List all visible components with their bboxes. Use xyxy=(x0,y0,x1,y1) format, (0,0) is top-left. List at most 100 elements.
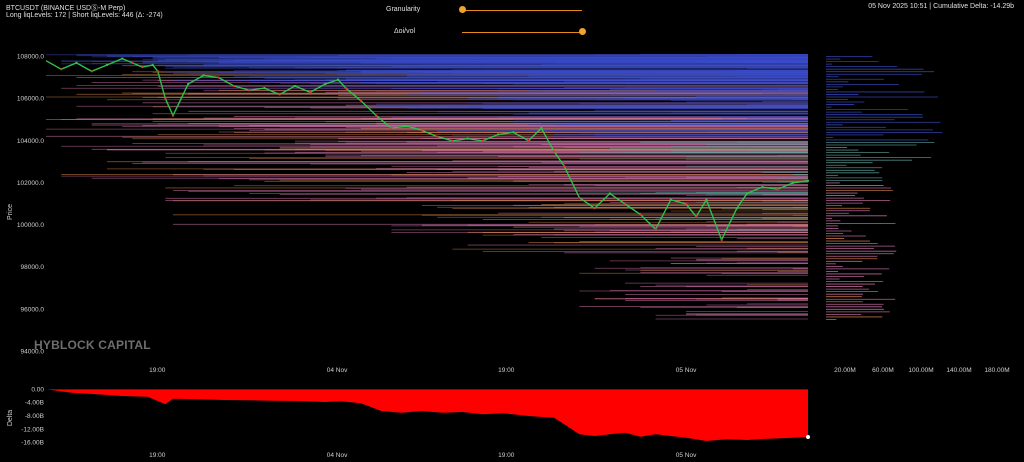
price-x-axis: 19:00 04 Nov 19:00 05 Nov xyxy=(149,367,697,374)
price-tick-label: 102000.0 xyxy=(17,180,44,187)
price-point xyxy=(105,63,109,67)
price-point xyxy=(121,57,124,60)
delta-axis-label: Delta xyxy=(7,410,14,426)
price-axis-label: Price xyxy=(7,204,14,220)
oi-vol-slider-track[interactable] xyxy=(462,32,582,33)
liq-level-lines xyxy=(46,54,808,320)
oi-vol-label: Δoi/vol xyxy=(394,28,416,35)
watermark: HYBLOCK CAPITAL xyxy=(34,338,151,352)
delta-tick-label: -8.00B xyxy=(25,413,44,420)
price-point xyxy=(791,181,794,185)
liq-volume-tick-label: 180.00M xyxy=(984,367,1009,374)
price-point xyxy=(451,139,454,142)
price-point xyxy=(202,74,205,77)
delta-x-tick-label: 04 Nov xyxy=(327,452,348,459)
liq-volume-tick-label: 60.00M xyxy=(872,367,894,374)
delta-tick-label: 0.00 xyxy=(31,386,44,393)
delta-x-axis: 19:00 04 Nov 19:00 05 Nov xyxy=(149,452,697,459)
price-point xyxy=(171,114,175,117)
price-tick-label: 98000.0 xyxy=(21,264,45,271)
price-point xyxy=(375,114,378,117)
price-point xyxy=(552,150,556,153)
price-point xyxy=(623,202,627,206)
price-point xyxy=(263,86,266,90)
price-point xyxy=(745,192,749,195)
delta-area xyxy=(46,389,810,441)
oi-vol-slider-knob[interactable] xyxy=(579,28,586,35)
price-tick-label: 104000.0 xyxy=(17,138,44,145)
liq-volume-x-axis: 20.00M 60.00M 100.00M 140.00M 180.00M xyxy=(834,367,1009,374)
price-series xyxy=(45,57,810,242)
price-point xyxy=(695,215,698,218)
price-x-tick-label: 19:00 xyxy=(498,367,515,374)
price-tick-label: 96000.0 xyxy=(21,306,45,313)
price-point xyxy=(593,207,596,210)
price-point xyxy=(608,192,612,195)
price-point xyxy=(735,207,739,210)
price-point xyxy=(75,61,78,65)
price-point xyxy=(466,137,469,140)
liq-levels-summary: Long liqLevels: 172 | Short liqLevels: 4… xyxy=(6,12,163,19)
price-point xyxy=(278,93,281,96)
liq-volume-tick-label: 140.00M xyxy=(946,367,971,374)
price-point xyxy=(187,82,190,86)
price-point xyxy=(639,213,642,216)
price-point xyxy=(336,78,340,81)
price-point xyxy=(776,188,779,191)
price-point xyxy=(761,185,764,189)
granularity-label: Granularity xyxy=(386,6,421,13)
price-point xyxy=(60,67,63,71)
price-point xyxy=(527,139,530,142)
price-y-axis: 108000.0 106000.0 104000.0 102000.0 100000.0… xyxy=(17,54,45,356)
price-point xyxy=(324,82,327,86)
delta-fill xyxy=(46,389,808,441)
price-line xyxy=(45,57,809,242)
delta-tick-label: -4.00B xyxy=(25,400,44,407)
price-tick-label: 100000.0 xyxy=(17,222,44,229)
price-point xyxy=(131,61,134,65)
price-point xyxy=(420,129,424,132)
datetime-cumulative-delta: 05 Nov 2025 10:51 | Cumulative Delta: -1… xyxy=(868,3,1014,10)
price-point xyxy=(248,89,251,92)
price-point xyxy=(405,124,408,128)
price-point xyxy=(156,70,159,73)
price-x-tick-label: 05 Nov xyxy=(676,367,697,374)
price-tick-label: 108000.0 xyxy=(17,54,44,61)
price-point xyxy=(654,228,657,231)
price-x-tick-label: 19:00 xyxy=(149,367,166,374)
granularity-slider-knob[interactable] xyxy=(459,6,466,13)
price-x-tick-label: 04 Nov xyxy=(327,367,348,374)
price-point xyxy=(720,238,723,242)
delta-tick-label: -16.00B xyxy=(21,440,44,447)
granularity-slider-track[interactable] xyxy=(462,10,582,11)
price-point xyxy=(562,164,566,168)
price-point xyxy=(217,76,220,79)
price-point xyxy=(435,135,439,138)
liq-volume-bars xyxy=(826,56,943,320)
price-point xyxy=(293,84,297,88)
price-point xyxy=(308,91,312,94)
price-tick-label: 106000.0 xyxy=(17,96,44,103)
price-point xyxy=(359,99,363,102)
delta-last-point xyxy=(806,434,810,439)
delta-tick-label: -12.00B xyxy=(21,426,44,433)
price-point xyxy=(669,198,673,201)
price-point xyxy=(232,84,236,88)
price-point xyxy=(90,70,93,73)
price-point xyxy=(578,196,581,199)
delta-y-axis: 0.00 -4.00B -8.00B -12.00B -16.00B xyxy=(21,386,44,446)
delta-x-tick-label: 05 Nov xyxy=(676,452,697,459)
price-point xyxy=(141,65,144,69)
liq-volume-tick-label: 20.00M xyxy=(834,367,856,374)
price-point xyxy=(164,97,167,100)
price-tick-label: 94000.0 xyxy=(21,348,45,355)
price-point xyxy=(806,179,810,183)
price-point xyxy=(390,126,393,130)
price-point xyxy=(684,202,688,206)
price-point xyxy=(151,63,154,67)
symbol-title: BTCUSDT (BINANCE USDⓈ-M Perp) xyxy=(6,5,126,12)
price-point xyxy=(344,86,347,90)
price-point xyxy=(540,126,543,130)
price-point xyxy=(705,198,708,201)
